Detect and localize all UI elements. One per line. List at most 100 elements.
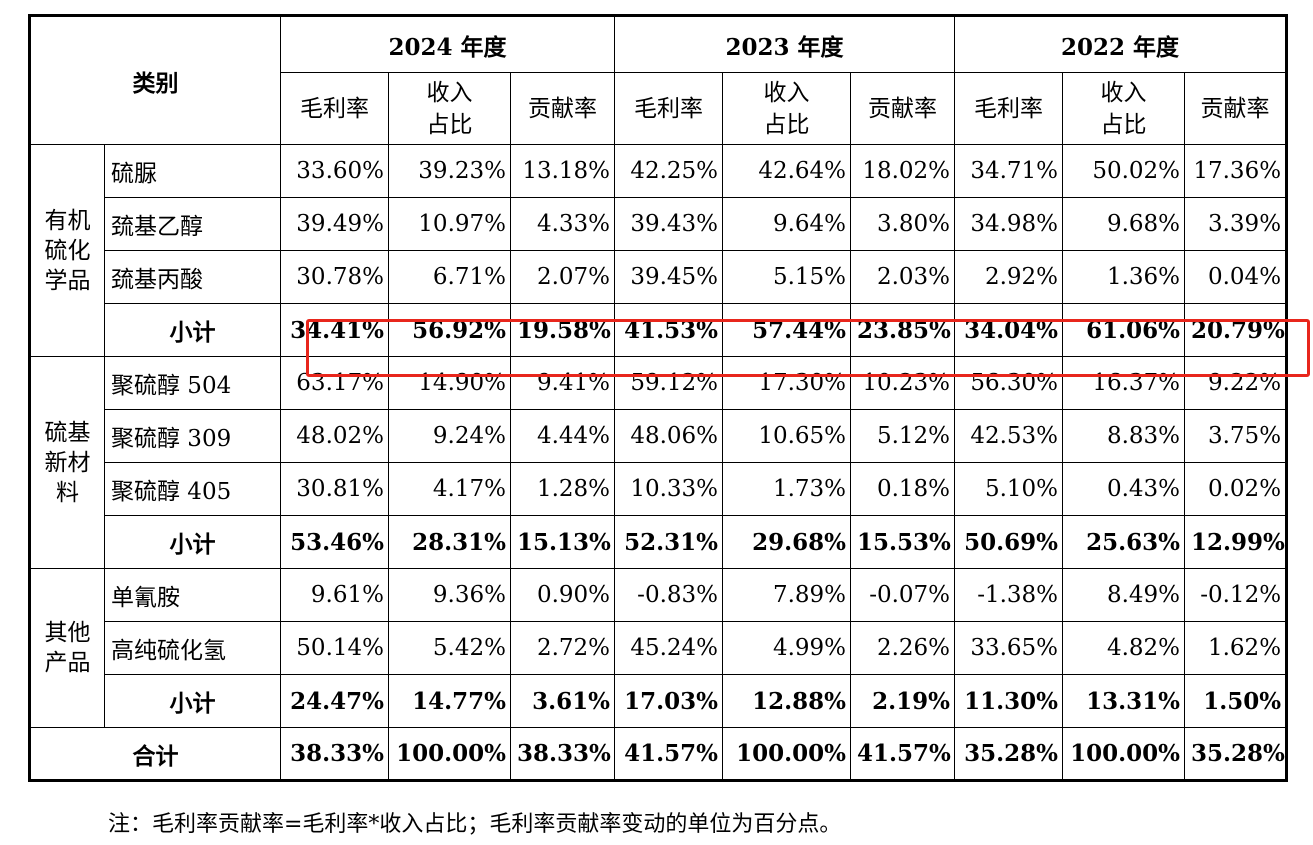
value-cell: 50.02% [1062,144,1186,198]
table-row: 聚硫醇 309 48.02% 9.24% 4.44% 48.06% 10.65% 5.12%… [30,409,1289,463]
value-cell: 2.19% [850,674,956,728]
value-cell: 17.03% [614,674,724,728]
value-cell: 100.00% [388,727,511,782]
table-header: 类别 2024 年度 2023 年度 2022 年度 毛利率 收入 占比 贡献率 毛利率… [28,14,1289,145]
value-cell: 50.14% [280,621,389,675]
value-cell: 14.77% [388,674,511,728]
value-cell: 39.23% [388,144,511,198]
value-cell: 33.65% [954,621,1064,675]
value-cell: 9.68% [1062,197,1186,251]
gross-margin-table-container: 类别 2024 年度 2023 年度 2022 年度 毛利率 收入 占比 贡献率 毛利率… [28,14,1310,782]
metric-header: 收入 占比 [1062,72,1186,145]
value-cell: 9.24% [388,409,511,463]
value-cell: 3.39% [1184,197,1289,251]
value-cell: 4.44% [509,409,616,463]
value-cell: 59.12% [614,356,724,410]
value-cell: 23.85% [850,303,956,357]
product-label: 巯基乙醇 [104,197,281,251]
value-cell: 35.28% [1184,727,1289,782]
value-cell: 56.92% [388,303,511,357]
value-cell: 48.02% [280,409,389,463]
gross-margin-table: 类别 2024 年度 2023 年度 2022 年度 毛利率 收入 占比 贡献率 毛利率… [28,14,1289,782]
value-cell: 25.63% [1062,515,1186,569]
value-cell: 5.42% [388,621,511,675]
subtotal-label: 小计 [104,303,281,357]
value-cell: 100.00% [1062,727,1186,782]
value-cell: 3.61% [509,674,616,728]
value-cell: 1.28% [509,462,616,516]
value-cell: 41.53% [614,303,724,357]
value-cell: 34.41% [280,303,389,357]
value-cell: 8.49% [1062,568,1186,622]
value-cell: 2.26% [850,621,956,675]
product-label: 聚硫醇 405 [104,462,281,516]
value-cell: -0.07% [850,568,956,622]
value-cell: 56.30% [954,356,1064,410]
year-header: 2024 年度 [279,14,616,73]
value-cell: 57.44% [722,303,852,357]
subtotal-row: 小计 53.46% 28.31% 15.13% 52.31% 29.68% 15.53% 50… [30,515,1289,569]
value-cell: 50.69% [954,515,1064,569]
value-cell: 5.15% [722,250,852,304]
metric-header: 贡献率 [1184,72,1289,145]
value-cell: 13.18% [509,144,616,198]
category-header: 类别 [28,14,281,145]
value-cell: 29.68% [722,515,852,569]
value-cell: 45.24% [614,621,724,675]
value-cell: 42.25% [614,144,724,198]
category-cell: 硫基 新材料 [28,356,105,569]
value-cell: 10.65% [722,409,852,463]
value-cell: 30.78% [280,250,389,304]
value-cell: 52.31% [614,515,724,569]
value-cell: 4.17% [388,462,511,516]
product-label: 聚硫醇 309 [104,409,281,463]
footnote: 注：毛利率贡献率=毛利率*收入占比；毛利率贡献率变动的单位为百分点。 [108,812,842,837]
value-cell: 53.46% [280,515,389,569]
year-header: 2022 年度 [954,14,1289,73]
metric-header: 毛利率 [614,72,724,145]
value-cell: 35.28% [954,727,1064,782]
category-cell: 其他 产品 [28,568,105,728]
value-cell: 5.12% [850,409,956,463]
value-cell: 2.92% [954,250,1064,304]
table-row: 硫基 新材料聚硫醇 504 63.17% 14.90% 9.41% 59.12% 17.30… [28,356,1289,569]
value-cell: 9.36% [388,568,511,622]
value-cell: 1.36% [1062,250,1186,304]
metric-header: 毛利率 [954,72,1064,145]
value-cell: 12.88% [722,674,852,728]
value-cell: 39.43% [614,197,724,251]
value-cell: 10.33% [614,462,724,516]
value-cell: 33.60% [280,144,389,198]
value-cell: -1.38% [954,568,1064,622]
total-row: 合计 38.33% 100.00% 38.33% 41.57% 100.00% 41.57%… [28,727,1289,782]
value-cell: 39.45% [614,250,724,304]
value-cell: 34.98% [954,197,1064,251]
value-cell: 0.04% [1184,250,1289,304]
value-cell: 4.82% [1062,621,1186,675]
value-cell: 24.47% [280,674,389,728]
table-row: 其他 产品 单氰胺 9.61% 9.36% 0.90% -0.83% 7.89% -0.07% -… [28,568,1289,728]
value-cell: 9.41% [509,356,616,410]
value-cell: 0.18% [850,462,956,516]
metric-header: 毛利率 [280,72,389,145]
metric-header: 收入 占比 [722,72,852,145]
table-body: 有机 硫化 学品 硫脲 33.60% 39.23% 13.18% 42.25% 42.64% 18… [28,144,1289,782]
value-cell: 16.37% [1062,356,1186,410]
value-cell: -0.12% [1184,568,1289,622]
value-cell: 1.73% [722,462,852,516]
value-cell: 9.64% [722,197,852,251]
value-cell: 34.04% [954,303,1064,357]
value-cell: 3.80% [850,197,956,251]
value-cell: 4.33% [509,197,616,251]
value-cell: 38.33% [509,727,616,782]
value-cell: 39.49% [280,197,389,251]
value-cell: 63.17% [280,356,389,410]
value-cell: 11.30% [954,674,1064,728]
table-row: 巯基丙酸 30.78% 6.71% 2.07% 39.45% 5.15% 2.03% 2.92… [30,250,1289,304]
subtotal-label: 小计 [104,515,281,569]
value-cell: 34.71% [954,144,1064,198]
value-cell: 12.99% [1184,515,1289,569]
value-cell: 41.57% [850,727,956,782]
value-cell: 1.50% [1184,674,1289,728]
value-cell: 0.90% [509,568,616,622]
